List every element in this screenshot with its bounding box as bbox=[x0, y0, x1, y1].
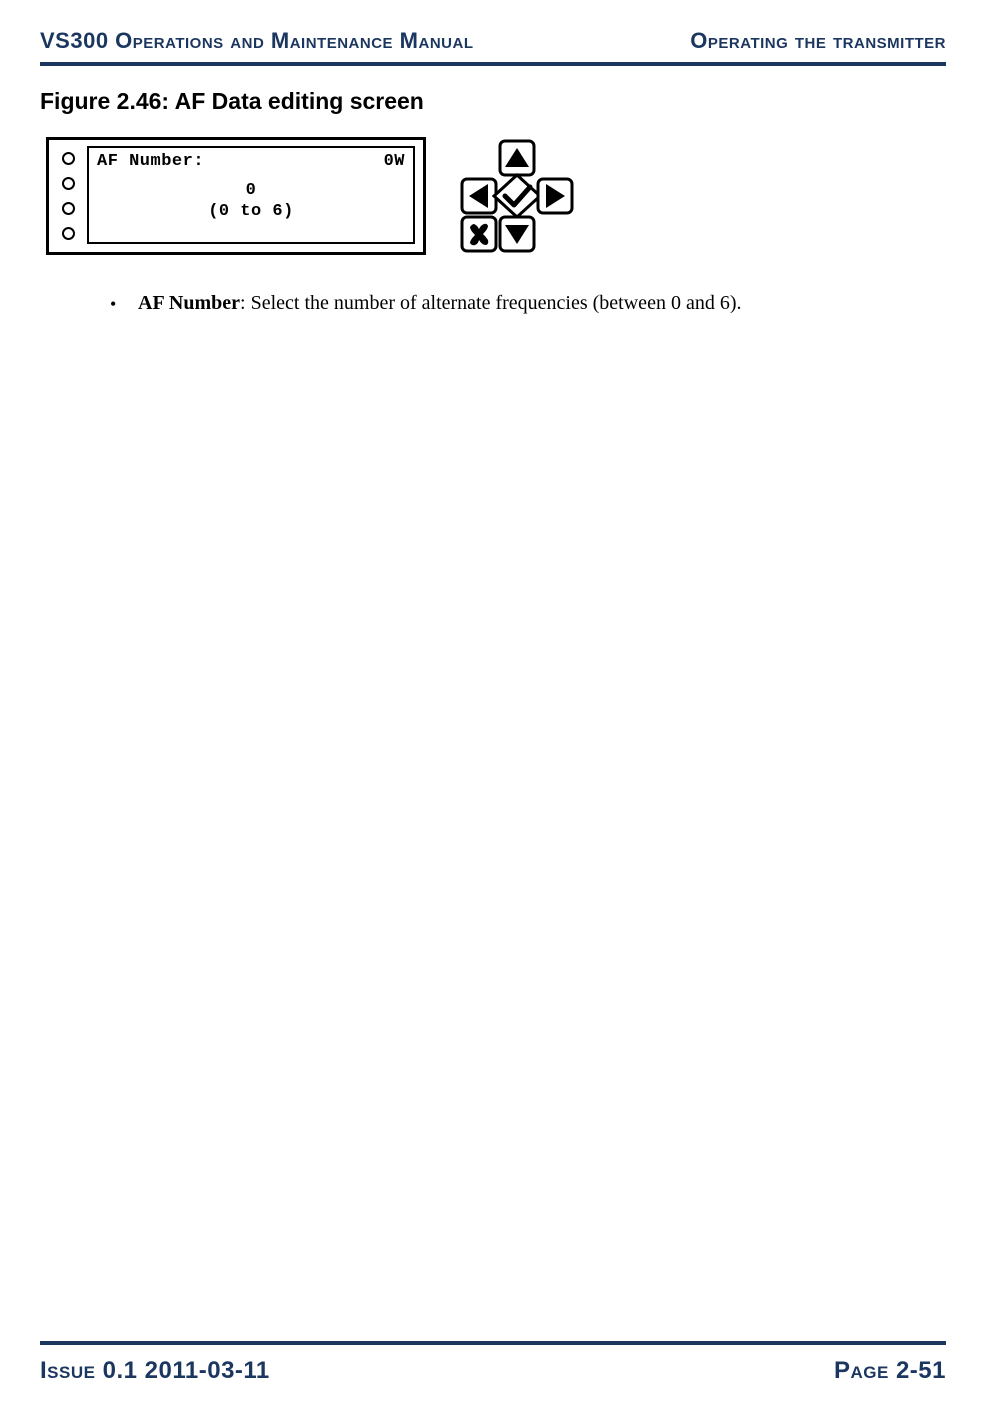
header-bar: VS300 Operations and Maintenance Manual … bbox=[40, 28, 946, 60]
led-indicator bbox=[62, 177, 75, 190]
lcd-assembly: AF Number: 0W 0 (0 to 6) bbox=[46, 137, 946, 264]
header-right: Operating the transmitter bbox=[690, 28, 946, 54]
lcd-panel: AF Number: 0W 0 (0 to 6) bbox=[46, 137, 426, 255]
bullet-marker: • bbox=[110, 290, 138, 316]
led-indicator bbox=[62, 227, 75, 240]
footer-bar: Issue 0.1 2011-03-11 Page 2-51 bbox=[40, 1357, 946, 1385]
footer-rule bbox=[40, 1341, 946, 1345]
ok-button[interactable] bbox=[494, 175, 540, 217]
left-button[interactable] bbox=[462, 179, 496, 213]
figure-area: AF Number: 0W 0 (0 to 6) bbox=[46, 137, 946, 264]
document-page: VS300 Operations and Maintenance Manual … bbox=[0, 0, 986, 1425]
lcd-label: AF Number: bbox=[97, 152, 204, 171]
lcd-screen: AF Number: 0W 0 (0 to 6) bbox=[87, 146, 415, 244]
lcd-value: 0 bbox=[97, 181, 405, 200]
cancel-button[interactable] bbox=[462, 217, 496, 251]
right-button[interactable] bbox=[538, 179, 572, 213]
header-left: VS300 Operations and Maintenance Manual bbox=[40, 28, 474, 54]
led-indicator bbox=[62, 152, 75, 165]
figure-title: Figure 2.46: AF Data editing screen bbox=[40, 88, 946, 115]
up-button[interactable] bbox=[500, 141, 534, 175]
down-button[interactable] bbox=[500, 217, 534, 251]
bullet-label: AF Number bbox=[138, 292, 240, 314]
lcd-range: (0 to 6) bbox=[97, 202, 405, 221]
lcd-row: AF Number: 0W bbox=[97, 152, 405, 171]
bullet-text: AF Number: Select the number of alternat… bbox=[138, 290, 741, 317]
footer: Issue 0.1 2011-03-11 Page 2-51 bbox=[40, 1341, 946, 1385]
led-column bbox=[49, 140, 87, 252]
footer-right: Page 2-51 bbox=[834, 1357, 946, 1385]
bullet-item: • AF Number: Select the number of altern… bbox=[110, 290, 946, 317]
bullet-description: : Select the number of alternate frequen… bbox=[240, 292, 741, 314]
lcd-power: 0W bbox=[384, 152, 405, 171]
led-indicator bbox=[62, 202, 75, 215]
header-rule bbox=[40, 62, 946, 66]
bullet-list: • AF Number: Select the number of altern… bbox=[110, 290, 946, 317]
footer-left: Issue 0.1 2011-03-11 bbox=[40, 1357, 270, 1385]
nav-pad bbox=[442, 139, 592, 264]
nav-pad-svg bbox=[442, 139, 592, 259]
